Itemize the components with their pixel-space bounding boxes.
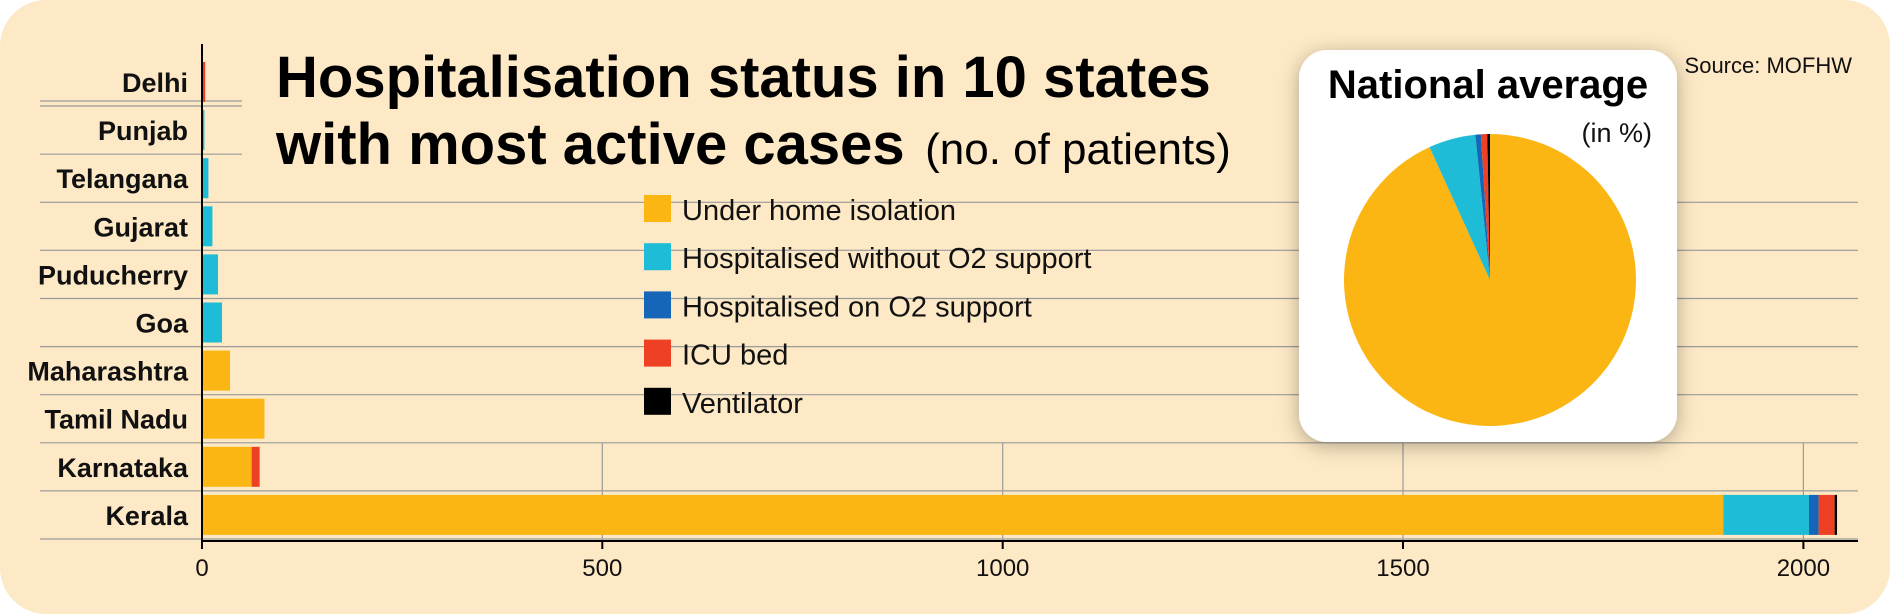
bar-tamil-nadu-under-home-isolation	[202, 398, 265, 439]
bar-karnataka-icu-bed	[251, 446, 260, 487]
pie-slice-ventilator	[1487, 134, 1490, 280]
legend-label: Ventilator	[682, 388, 803, 420]
state-label: Goa	[135, 309, 188, 339]
pie-slice-hospitalised-without-o2-support	[1429, 134, 1490, 280]
pie-slice-under-home-isolation	[1343, 134, 1636, 426]
x-axis: 0 500 1000 1500 2000	[195, 44, 1858, 582]
pie-slice-hospitalised-on-o2-support	[1475, 134, 1490, 280]
x-tick-label: 2000	[1777, 555, 1830, 582]
state-label: Kerala	[105, 501, 189, 531]
x-tick-label: 0	[195, 555, 208, 582]
bar-kerala-ventilator	[1834, 494, 1838, 535]
legend-swatch	[644, 291, 671, 319]
bar-gujarat-hospitalised-without-o2-support	[202, 206, 213, 247]
state-label: Puducherry	[38, 260, 188, 290]
x-tick-label: 1500	[1376, 555, 1429, 582]
pie-subtitle: (in %)	[1581, 118, 1652, 148]
state-label: Maharashtra	[27, 357, 189, 387]
bar-maharashtra-under-home-isolation	[202, 350, 231, 391]
bar-punjab-hospitalised-without-o2-support	[202, 110, 205, 151]
state-label: Karnataka	[57, 453, 189, 483]
legend-label: Under home isolation	[682, 195, 956, 227]
pie-slice-icu-bed	[1480, 134, 1490, 280]
state-label: Tamil Nadu	[44, 405, 188, 435]
state-label: Gujarat	[93, 212, 188, 242]
x-tick-label: 500	[582, 555, 622, 582]
source-label: Source: MOFHW	[1685, 53, 1853, 78]
pie-chart	[1343, 134, 1636, 426]
bar-puducherry-hospitalised-without-o2-support	[202, 254, 219, 295]
legend-swatch	[644, 243, 671, 271]
state-label: Delhi	[122, 68, 188, 98]
legend-swatch	[644, 195, 671, 222]
row-separators	[40, 100, 1858, 540]
bar-telangana-hospitalised-without-o2-support	[202, 158, 209, 199]
pie-title: National average	[1328, 63, 1648, 107]
state-labels: Delhi Punjab Telangana Gujarat Puducherry Goa…	[27, 68, 189, 531]
chart-title-unit: (no. of patients)	[925, 125, 1231, 174]
bar-delhi-icu-bed	[202, 62, 206, 102]
x-tick-label: 1000	[976, 555, 1029, 582]
chart-title-line2: with most active cases (no. of patients)	[275, 112, 1231, 177]
bar-kerala-icu-bed	[1818, 494, 1835, 535]
bar-goa-hospitalised-without-o2-support	[202, 302, 223, 343]
legend-label: Hospitalised without O2 support	[682, 243, 1091, 275]
legend-swatch	[644, 387, 671, 415]
bar-karnataka-under-home-isolation	[202, 446, 252, 487]
legend-label: Hospitalised on O2 support	[682, 291, 1032, 323]
bar-kerala-hospitalised-without-o2-support	[1723, 494, 1809, 535]
legend-label: ICU bed	[682, 340, 788, 372]
legend-swatch	[644, 339, 671, 367]
legend: Under home isolation Hospitalised without…	[644, 195, 1091, 420]
state-label: Telangana	[56, 164, 189, 194]
bars	[202, 62, 1838, 535]
bar-kerala-hospitalised-on-o2-support	[1809, 494, 1819, 535]
state-label: Punjab	[98, 116, 188, 146]
bar-kerala-under-home-isolation	[202, 494, 1724, 535]
chart-title-line1: Hospitalisation status in 10 states	[276, 45, 1211, 110]
chart-title-line2-bold: with most active cases	[275, 112, 905, 177]
